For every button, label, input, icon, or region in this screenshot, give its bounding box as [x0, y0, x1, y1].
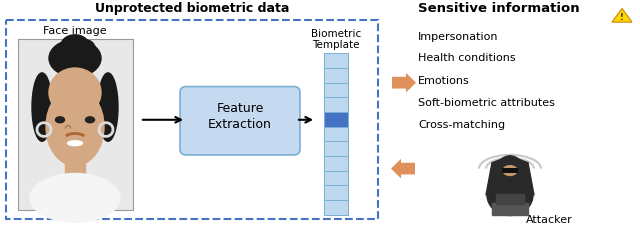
Ellipse shape: [503, 166, 517, 175]
Bar: [324, 53, 348, 68]
Bar: [324, 200, 348, 215]
Bar: [324, 127, 348, 141]
Ellipse shape: [75, 40, 95, 57]
Circle shape: [497, 156, 523, 181]
Ellipse shape: [86, 117, 95, 123]
Ellipse shape: [49, 40, 101, 77]
Polygon shape: [486, 156, 534, 195]
FancyBboxPatch shape: [180, 86, 300, 155]
Bar: [324, 97, 348, 112]
Bar: [65, 159, 85, 176]
Bar: [324, 141, 348, 156]
Text: Template: Template: [312, 40, 360, 50]
Text: Extraction: Extraction: [208, 118, 272, 131]
Text: Impersonation: Impersonation: [418, 32, 499, 42]
Ellipse shape: [98, 73, 118, 141]
Ellipse shape: [61, 35, 89, 56]
Text: Cross-matching: Cross-matching: [418, 120, 505, 130]
Text: Biometric: Biometric: [311, 29, 361, 39]
Ellipse shape: [67, 141, 83, 146]
Text: Emotions: Emotions: [418, 76, 470, 86]
Bar: [324, 156, 348, 170]
Bar: [496, 194, 524, 204]
Bar: [324, 68, 348, 83]
Ellipse shape: [487, 175, 533, 215]
Ellipse shape: [32, 73, 52, 141]
Ellipse shape: [46, 88, 104, 166]
Text: Attacker: Attacker: [526, 215, 573, 225]
Polygon shape: [391, 159, 415, 178]
Bar: [492, 203, 528, 215]
Text: Soft-biometric attributes: Soft-biometric attributes: [418, 98, 555, 108]
Bar: [324, 185, 348, 200]
Text: !: !: [620, 13, 624, 22]
Polygon shape: [392, 73, 416, 92]
Bar: [502, 168, 518, 173]
Bar: [324, 83, 348, 97]
Polygon shape: [612, 8, 632, 22]
Text: Sensitive information: Sensitive information: [418, 2, 580, 15]
Text: Unprotected biometric data: Unprotected biometric data: [95, 2, 289, 15]
Text: Feature: Feature: [216, 102, 264, 115]
Ellipse shape: [49, 68, 101, 117]
Bar: [324, 112, 348, 127]
Bar: [324, 170, 348, 185]
Bar: [18, 39, 133, 210]
Text: Health conditions: Health conditions: [418, 53, 516, 63]
Ellipse shape: [30, 173, 120, 222]
Ellipse shape: [56, 117, 65, 123]
Text: Face image: Face image: [43, 26, 107, 36]
